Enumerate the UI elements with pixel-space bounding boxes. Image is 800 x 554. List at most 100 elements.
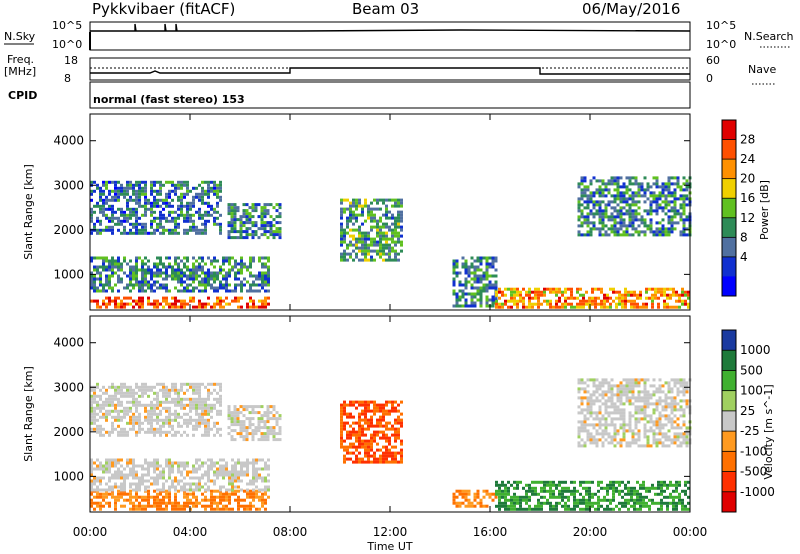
heatmap-cell: [237, 504, 240, 508]
heatmap-cell: [633, 504, 636, 508]
heatmap-cell: [661, 227, 665, 231]
heatmap-cell: [171, 461, 174, 465]
heatmap-cell: [216, 302, 219, 306]
heatmap-cell: [598, 221, 602, 225]
heatmap-cell: [159, 430, 162, 434]
heatmap-cell: [352, 403, 355, 407]
heatmap-cell: [664, 414, 668, 418]
heatmap-cell: [210, 213, 213, 217]
heatmap-cell: [586, 438, 590, 442]
heatmap-cell: [129, 461, 132, 465]
heatmap-cell: [174, 277, 177, 281]
heatmap-cell: [679, 215, 683, 219]
heatmap-cell: [153, 391, 156, 395]
heatmap-cell: [624, 299, 627, 303]
heatmap-cell: [222, 476, 225, 480]
heatmap-cell: [135, 470, 138, 474]
heatmap-cell: [388, 246, 391, 250]
heatmap-cell: [382, 460, 385, 464]
heatmap-cell: [183, 504, 186, 508]
heatmap-cell: [153, 195, 156, 199]
heatmap-cell: [108, 458, 111, 462]
heatmap-cell: [649, 206, 653, 210]
heatmap-cell: [159, 256, 162, 260]
heatmap-cell: [90, 458, 93, 462]
heatmap-cell: [177, 207, 180, 211]
heatmap-cell: [189, 406, 192, 410]
heatmap-cell: [346, 252, 349, 256]
heatmap-cell: [577, 420, 581, 424]
heatmap-cell: [219, 400, 222, 404]
heatmap-cell: [138, 385, 141, 389]
heatmap-cell: [564, 305, 567, 309]
heatmap-cell: [394, 457, 397, 461]
heatmap-cell: [278, 212, 282, 216]
heatmap-cell: [177, 204, 180, 208]
heatmap-cell: [93, 283, 96, 287]
heatmap-cell: [144, 225, 147, 229]
heatmap-cell: [385, 445, 388, 449]
heatmap-cell: [263, 420, 267, 424]
heatmap-cell: [150, 274, 153, 278]
heatmap-cell: [246, 467, 249, 471]
heatmap-cell: [549, 504, 552, 508]
heatmap-cell: [546, 480, 549, 484]
heatmap-cell: [204, 424, 207, 428]
heatmap-cell: [231, 268, 234, 272]
heatmap-cell: [156, 280, 159, 284]
heatmap-cell: [258, 274, 261, 278]
heatmap-cell: [183, 192, 186, 196]
heatmap-cell: [681, 489, 684, 493]
heatmap-cell: [93, 189, 96, 193]
heatmap-cell: [631, 203, 635, 207]
heatmap-cell: [102, 289, 105, 293]
heatmap-cell: [607, 188, 611, 192]
heatmap-cell: [379, 454, 382, 458]
heatmap-cell: [135, 216, 138, 220]
heatmap-cell: [159, 192, 162, 196]
heatmap-cell: [234, 470, 237, 474]
heatmap-cell: [135, 400, 138, 404]
heatmap-cell: [132, 277, 135, 281]
heatmap-cell: [171, 427, 174, 431]
heatmap-cell: [189, 488, 192, 492]
heatmap-cell: [159, 464, 162, 468]
heatmap-cell: [675, 501, 678, 505]
heatmap-cell: [613, 444, 617, 448]
heatmap-cell: [601, 227, 605, 231]
heatmap-cell: [201, 498, 204, 502]
heatmap-cell: [192, 262, 195, 266]
heatmap-cell: [168, 501, 171, 505]
heatmap-cell: [150, 403, 153, 407]
heatmap-cell: [233, 218, 237, 222]
heatmap-cell: [510, 293, 513, 297]
heatmap-cell: [367, 427, 370, 431]
heatmap-cell: [458, 298, 462, 302]
heatmap-cell: [649, 191, 653, 195]
heatmap-cell: [177, 305, 180, 309]
heatmap-cell: [219, 265, 222, 269]
heatmap-cell: [355, 201, 358, 205]
heatmap-cell: [552, 507, 555, 511]
heatmap-cell: [198, 283, 201, 287]
heatmap-cell: [168, 412, 171, 416]
heatmap-cell: [589, 182, 593, 186]
heatmap-cell: [642, 480, 645, 484]
heatmap-cell: [174, 222, 177, 226]
heatmap-cell: [643, 396, 647, 400]
heatmap-cell: [660, 501, 663, 505]
heatmap-cell: [99, 277, 102, 281]
heatmap-cell: [352, 222, 355, 226]
heatmap-cell: [658, 221, 662, 225]
heatmap-cell: [230, 236, 234, 240]
heatmap-cell: [231, 289, 234, 293]
heatmap-cell: [233, 203, 237, 207]
heatmap-cell: [156, 225, 159, 229]
heatmap-cell: [615, 305, 618, 309]
heatmap-cell: [219, 433, 222, 437]
heatmap-cell: [464, 292, 468, 296]
heatmap-cell: [367, 258, 370, 262]
heatmap-cell: [610, 438, 614, 442]
heatmap-cell: [242, 215, 246, 219]
heatmap-cell: [606, 504, 609, 508]
